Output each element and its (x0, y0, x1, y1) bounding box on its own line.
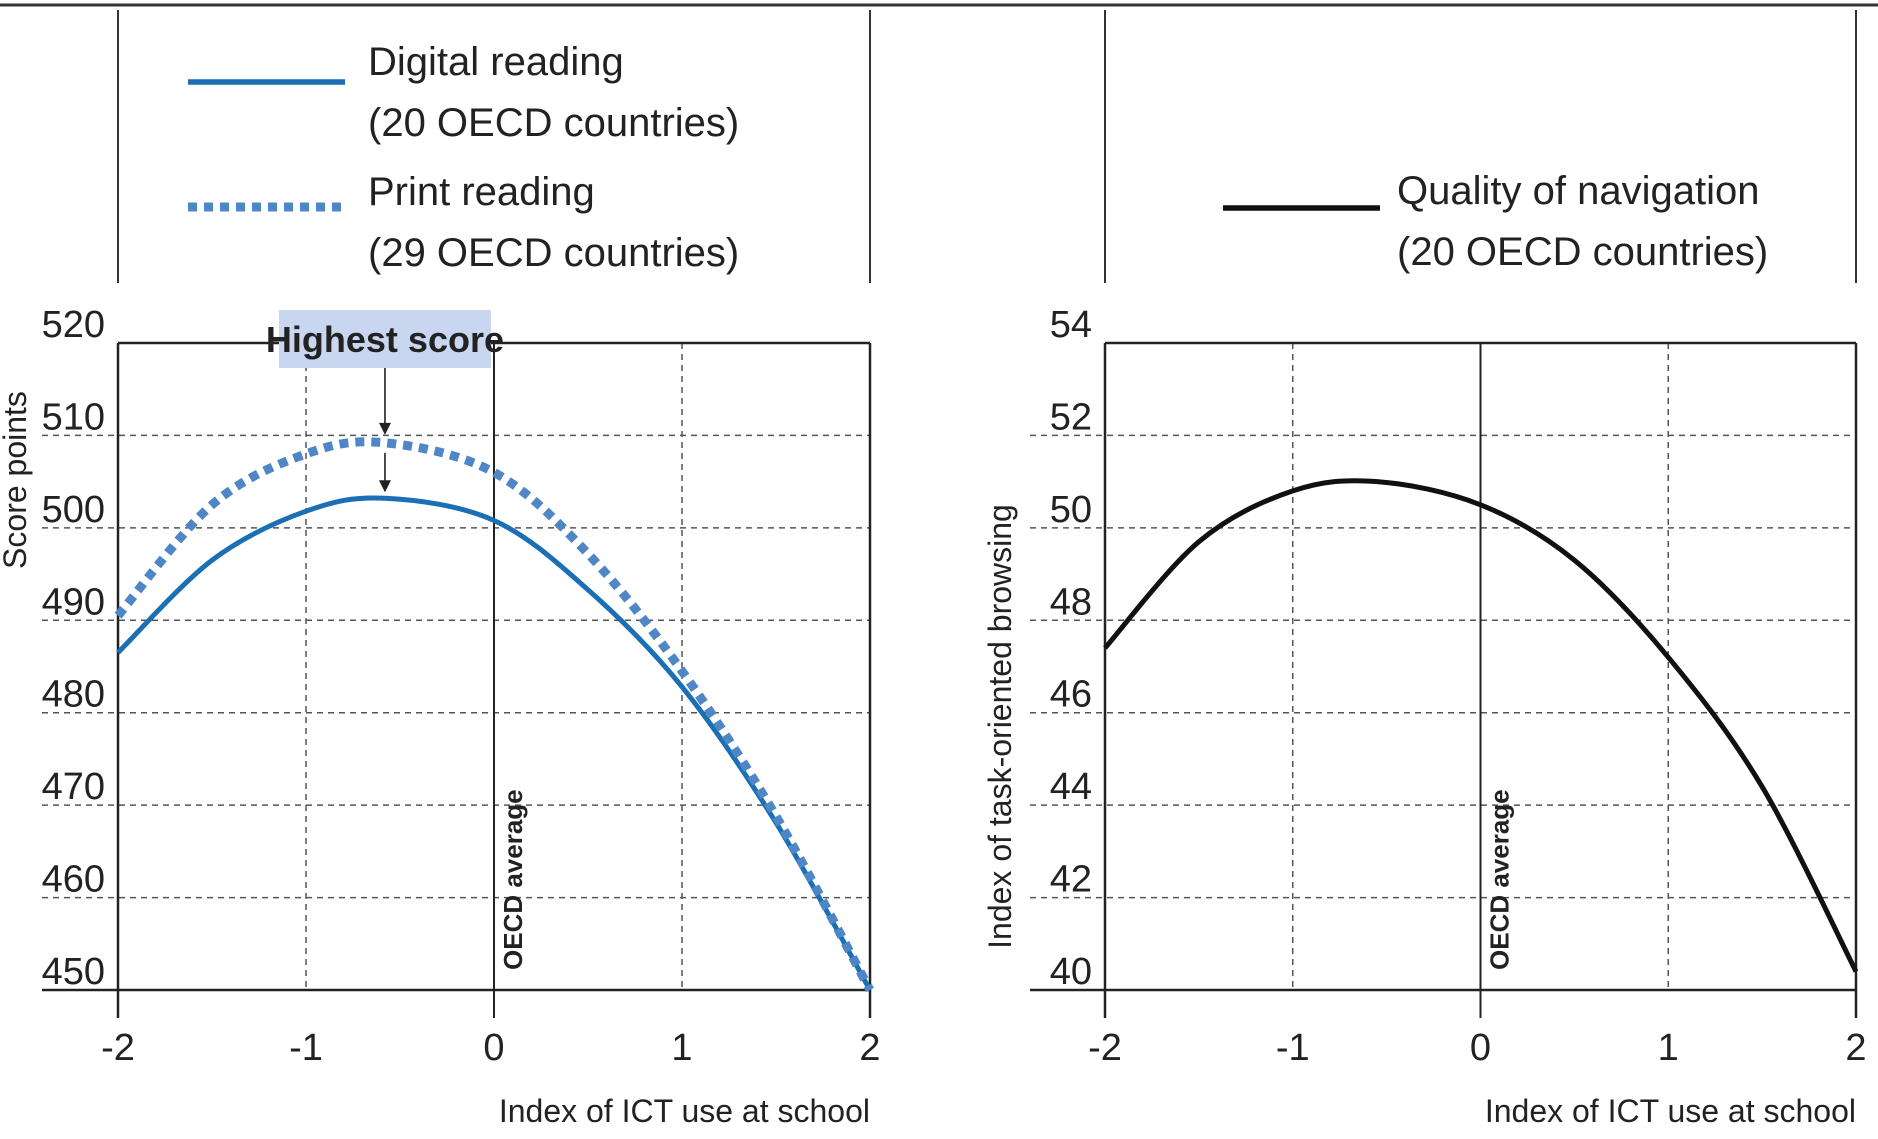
oecd-average-line: OECD average (1479, 343, 1515, 1018)
annotation-box (278, 310, 491, 368)
y-tick-label: 470 (42, 766, 105, 808)
y-tick-label: 42 (1050, 859, 1092, 901)
y-tick-label: 40 (1050, 951, 1092, 993)
axes (42, 341, 872, 1018)
grid (42, 343, 870, 990)
y-tick-label: 510 (42, 396, 105, 438)
navigation-quality-panel: Quality of navigation (20 OECD countries… (982, 10, 1867, 1129)
y-tick-label: 520 (42, 304, 105, 346)
y-tick-label: 44 (1050, 766, 1092, 808)
series-line-print-reading (114, 437, 874, 993)
legend-items: Quality of navigation (20 OECD countries… (1223, 169, 1768, 274)
annotation-arrowhead-digital (378, 480, 391, 493)
legend-label-digital-reading: Digital reading (368, 40, 624, 84)
x-axis-title: Index of ICT use at school (499, 1093, 870, 1129)
series-lines (114, 437, 874, 993)
legend: Digital reading (20 OECD countries) Prin… (117, 10, 871, 283)
y-tick-label: 480 (42, 674, 105, 716)
oecd-average-line: OECD average (493, 343, 528, 1018)
annotation-label: Highest score (266, 319, 504, 360)
x-tick-labels: -2 -1 0 1 2 (1088, 1027, 1866, 1069)
x-tick-label: 2 (1845, 1027, 1866, 1069)
x-tick-label: -1 (1276, 1027, 1310, 1069)
x-tick-label: 1 (1658, 1027, 1679, 1069)
y-tick-label: 450 (42, 951, 105, 993)
y-axis-title: Score points (0, 391, 33, 569)
x-axis-title: Index of ICT use at school (1485, 1093, 1856, 1129)
axes (1030, 341, 1858, 1018)
annotation-arrowhead-print (378, 422, 391, 435)
x-tick-label: 2 (859, 1027, 880, 1069)
y-tick-labels: 40 42 44 46 48 50 52 54 (1050, 304, 1092, 993)
reference-line-label: OECD average (1485, 789, 1515, 970)
y-axis-title: Index of task-oriented browsing (982, 504, 1018, 949)
x-tick-label: -1 (289, 1027, 323, 1069)
y-tick-label: 50 (1050, 489, 1092, 531)
legend-label-print-reading: Print reading (368, 170, 595, 214)
reading-score-panel: Digital reading (20 OECD countries) Prin… (0, 10, 881, 1129)
x-tick-label: 1 (671, 1027, 692, 1069)
y-tick-labels: 450 460 470 480 490 500 510 520 (42, 304, 105, 993)
legend-sublabel-print-reading: (29 OECD countries) (368, 231, 739, 275)
legend-sublabel-quality-of-navigation: (20 OECD countries) (1397, 230, 1768, 274)
y-tick-label: 460 (42, 859, 105, 901)
x-tick-label: -2 (101, 1027, 135, 1069)
legend-sublabel-digital-reading: (20 OECD countries) (368, 101, 739, 145)
legend: Quality of navigation (20 OECD countries… (1104, 10, 1857, 283)
highest-score-annotation: Highest score (266, 310, 504, 493)
reference-line-label: OECD average (498, 789, 528, 970)
legend-items: Digital reading (20 OECD countries) Prin… (188, 40, 739, 275)
y-tick-label: 54 (1050, 304, 1092, 346)
series-line-quality-of-navigation (1103, 478, 1859, 973)
x-tick-label: 0 (1470, 1027, 1491, 1069)
y-tick-label: 48 (1050, 581, 1092, 623)
legend-label-quality-of-navigation: Quality of navigation (1397, 169, 1759, 213)
grid (1030, 343, 1856, 990)
x-tick-label: 0 (483, 1027, 504, 1069)
y-tick-label: 52 (1050, 396, 1092, 438)
y-tick-label: 490 (42, 581, 105, 623)
series-lines (1103, 478, 1859, 973)
x-tick-label: -2 (1088, 1027, 1122, 1069)
x-tick-labels: -2 -1 0 1 2 (101, 1027, 880, 1069)
y-tick-label: 500 (42, 489, 105, 531)
y-tick-label: 46 (1050, 674, 1092, 716)
